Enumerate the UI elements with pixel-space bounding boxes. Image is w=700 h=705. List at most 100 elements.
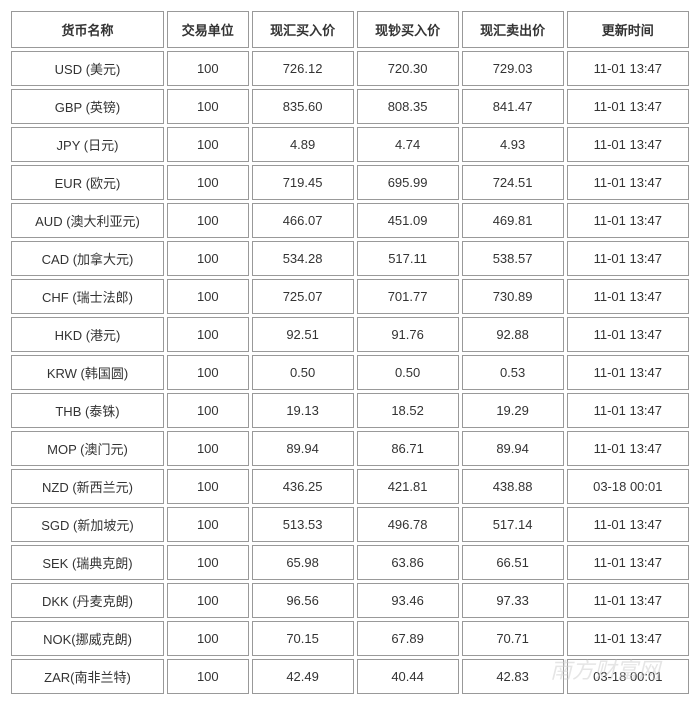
table-cell: SEK (瑞典克朗)	[11, 545, 164, 580]
table-cell: 100	[167, 279, 249, 314]
table-cell: 725.07	[252, 279, 354, 314]
table-cell: 730.89	[462, 279, 564, 314]
table-cell: 451.09	[357, 203, 459, 238]
table-cell: 496.78	[357, 507, 459, 542]
table-row: CAD (加拿大元)100534.28517.11538.5711-01 13:…	[11, 241, 689, 276]
table-cell: 11-01 13:47	[567, 279, 689, 314]
table-cell: 11-01 13:47	[567, 165, 689, 200]
table-cell: 100	[167, 507, 249, 542]
table-cell: HKD (港元)	[11, 317, 164, 352]
table-cell: 808.35	[357, 89, 459, 124]
table-row: AUD (澳大利亚元)100466.07451.09469.8111-01 13…	[11, 203, 689, 238]
table-cell: 11-01 13:47	[567, 431, 689, 466]
table-cell: 11-01 13:47	[567, 621, 689, 656]
column-header: 现汇买入价	[252, 11, 354, 48]
table-row: GBP (英镑)100835.60808.35841.4711-01 13:47	[11, 89, 689, 124]
table-cell: 11-01 13:47	[567, 51, 689, 86]
table-cell: 538.57	[462, 241, 564, 276]
table-cell: 92.88	[462, 317, 564, 352]
table-cell: EUR (欧元)	[11, 165, 164, 200]
table-cell: 100	[167, 545, 249, 580]
table-cell: 0.50	[357, 355, 459, 390]
table-cell: 86.71	[357, 431, 459, 466]
table-cell: ZAR(南非兰特)	[11, 659, 164, 694]
table-cell: 63.86	[357, 545, 459, 580]
table-cell: GBP (英镑)	[11, 89, 164, 124]
table-cell: 100	[167, 355, 249, 390]
table-cell: KRW (韩国圆)	[11, 355, 164, 390]
table-cell: 100	[167, 317, 249, 352]
table-cell: 93.46	[357, 583, 459, 618]
table-cell: 701.77	[357, 279, 459, 314]
table-cell: 100	[167, 431, 249, 466]
column-header: 现钞买入价	[357, 11, 459, 48]
table-cell: 841.47	[462, 89, 564, 124]
table-cell: 100	[167, 89, 249, 124]
table-cell: 66.51	[462, 545, 564, 580]
table-cell: 100	[167, 127, 249, 162]
table-cell: 100	[167, 165, 249, 200]
table-cell: MOP (澳门元)	[11, 431, 164, 466]
table-cell: 100	[167, 583, 249, 618]
table-header-row: 货币名称交易单位现汇买入价现钞买入价现汇卖出价更新时间	[11, 11, 689, 48]
table-row: JPY (日元)1004.894.744.9311-01 13:47	[11, 127, 689, 162]
column-header: 交易单位	[167, 11, 249, 48]
table-cell: 91.76	[357, 317, 459, 352]
table-cell: 11-01 13:47	[567, 355, 689, 390]
table-cell: 100	[167, 621, 249, 656]
table-cell: 89.94	[252, 431, 354, 466]
table-cell: 436.25	[252, 469, 354, 504]
table-cell: 11-01 13:47	[567, 507, 689, 542]
table-cell: 421.81	[357, 469, 459, 504]
table-cell: 726.12	[252, 51, 354, 86]
table-cell: 724.51	[462, 165, 564, 200]
table-row: THB (泰铢)10019.1318.5219.2911-01 13:47	[11, 393, 689, 428]
table-cell: 97.33	[462, 583, 564, 618]
table-cell: 695.99	[357, 165, 459, 200]
table-row: USD (美元)100726.12720.30729.0311-01 13:47	[11, 51, 689, 86]
table-cell: 835.60	[252, 89, 354, 124]
table-cell: 89.94	[462, 431, 564, 466]
table-cell: USD (美元)	[11, 51, 164, 86]
table-cell: CHF (瑞士法郎)	[11, 279, 164, 314]
table-row: DKK (丹麦克朗)10096.5693.4697.3311-01 13:47	[11, 583, 689, 618]
table-cell: 720.30	[357, 51, 459, 86]
table-cell: SGD (新加坡元)	[11, 507, 164, 542]
table-cell: 11-01 13:47	[567, 545, 689, 580]
table-cell: 438.88	[462, 469, 564, 504]
table-cell: 11-01 13:47	[567, 393, 689, 428]
table-cell: NOK(挪威克朗)	[11, 621, 164, 656]
table-cell: 100	[167, 469, 249, 504]
column-header: 现汇卖出价	[462, 11, 564, 48]
table-cell: 4.93	[462, 127, 564, 162]
table-cell: 40.44	[357, 659, 459, 694]
table-row: NOK(挪威克朗)10070.1567.8970.7111-01 13:47	[11, 621, 689, 656]
table-cell: 719.45	[252, 165, 354, 200]
table-cell: 18.52	[357, 393, 459, 428]
table-cell: 513.53	[252, 507, 354, 542]
table-cell: 4.89	[252, 127, 354, 162]
column-header: 货币名称	[11, 11, 164, 48]
table-cell: 466.07	[252, 203, 354, 238]
table-cell: 0.53	[462, 355, 564, 390]
table-cell: 100	[167, 241, 249, 276]
table-cell: AUD (澳大利亚元)	[11, 203, 164, 238]
table-cell: 517.11	[357, 241, 459, 276]
table-cell: 100	[167, 659, 249, 694]
table-cell: 4.74	[357, 127, 459, 162]
table-cell: 03-18 00:01	[567, 659, 689, 694]
table-cell: 11-01 13:47	[567, 127, 689, 162]
table-row: NZD (新西兰元)100436.25421.81438.8803-18 00:…	[11, 469, 689, 504]
table-cell: THB (泰铢)	[11, 393, 164, 428]
table-row: KRW (韩国圆)1000.500.500.5311-01 13:47	[11, 355, 689, 390]
table-cell: 96.56	[252, 583, 354, 618]
table-cell: 42.49	[252, 659, 354, 694]
table-cell: 11-01 13:47	[567, 241, 689, 276]
table-cell: 11-01 13:47	[567, 203, 689, 238]
table-row: ZAR(南非兰特)10042.4940.4442.8303-18 00:01	[11, 659, 689, 694]
table-cell: 67.89	[357, 621, 459, 656]
table-cell: 100	[167, 51, 249, 86]
table-cell: 70.15	[252, 621, 354, 656]
table-cell: 100	[167, 203, 249, 238]
table-cell: 70.71	[462, 621, 564, 656]
